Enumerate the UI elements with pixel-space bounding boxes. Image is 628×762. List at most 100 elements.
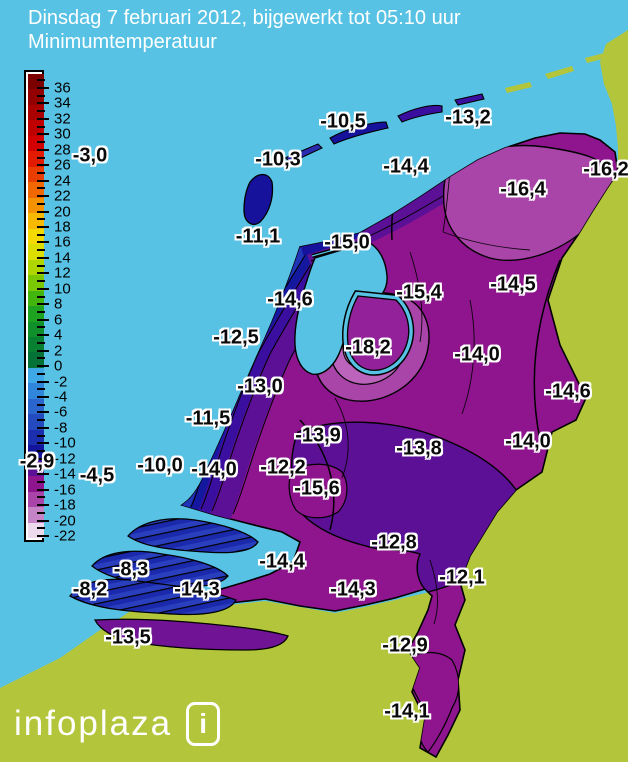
island-texel	[243, 173, 274, 225]
temperature-legend: 36 34 32 30 28 26 24 22 20 18 16 14 12 10 8 6 4 2 0 -2 -4 -6-…	[24, 70, 119, 552]
legend-tick-label: -18	[54, 496, 76, 514]
temp-label: -12,9	[382, 634, 428, 657]
legend-tick	[37, 465, 45, 468]
legend-tick	[37, 164, 49, 167]
legend-band	[28, 290, 44, 307]
temp-label: -8,3	[113, 558, 149, 581]
legend-band	[28, 352, 44, 368]
temp-label: -14,3	[174, 578, 220, 601]
legend-tick	[37, 318, 49, 321]
legend-band	[28, 197, 44, 214]
temp-label: -14,0	[191, 458, 237, 481]
legend-band	[28, 507, 44, 523]
legend-tick	[37, 102, 49, 105]
legend-tick	[37, 171, 45, 174]
temp-label: -12,2	[260, 456, 306, 479]
legend-tick	[37, 480, 45, 483]
legend-tick	[37, 395, 49, 398]
legend-tick	[37, 504, 49, 507]
legend-tick	[37, 534, 49, 537]
legend-tick	[37, 256, 49, 259]
legend-tick-label: 26	[54, 156, 71, 174]
legend-tick-label: 12	[54, 264, 71, 282]
legend-tick	[37, 365, 49, 368]
temp-label: -14,3	[330, 578, 376, 601]
legend-band	[28, 89, 44, 105]
legend-tick-label: -22	[54, 527, 76, 545]
flevoland	[346, 295, 410, 371]
temp-label: -13,9	[295, 424, 341, 447]
temp-label: -2,9	[19, 450, 55, 473]
legend-tick-label: 36	[54, 79, 71, 97]
legend-band	[28, 182, 44, 198]
legend-tick	[37, 527, 45, 530]
temp-label: -11,5	[185, 407, 231, 430]
legend-band	[28, 414, 44, 430]
temp-label: -10,3	[255, 148, 301, 171]
legend-tick-label: 28	[54, 141, 71, 159]
temp-label: -3,0	[72, 144, 108, 167]
legend-tick	[37, 280, 45, 283]
legend-tick	[37, 380, 49, 383]
legend-tick-label: 18	[54, 218, 71, 236]
legend-tick	[37, 272, 49, 275]
temp-label: -14,0	[454, 343, 500, 366]
legend-band	[28, 151, 44, 167]
logo-text: infoplaza	[14, 704, 173, 743]
legend-tick	[37, 334, 49, 337]
temp-label: -14,0	[505, 430, 551, 453]
legend-tick	[37, 202, 45, 205]
legend-band	[28, 244, 44, 260]
temp-label: -13,8	[396, 437, 442, 460]
legend-tick	[37, 357, 45, 360]
legend-tick	[37, 117, 49, 120]
temp-label: -13,2	[445, 106, 491, 129]
legend-tick-label: -2	[54, 373, 68, 390]
legend-tick-label: 30	[54, 125, 71, 143]
legend-tick-label: 2	[54, 342, 63, 360]
legend-band	[28, 166, 44, 183]
legend-tick-label: 14	[54, 249, 71, 267]
legend-tick	[37, 519, 49, 522]
legend-tick-label: -6	[54, 403, 68, 421]
legend-band	[28, 460, 44, 477]
temp-label: -13,5	[105, 626, 151, 649]
legend-tick	[37, 411, 49, 414]
legend-tick	[37, 426, 49, 429]
legend-tick	[37, 349, 49, 352]
legend-tick	[37, 195, 49, 198]
legend-tick	[37, 264, 45, 267]
temp-label: -10,5	[320, 110, 366, 133]
temp-label: -12,8	[371, 531, 417, 554]
legend-tick	[37, 156, 45, 159]
legend-tick-label: -8	[54, 419, 68, 437]
legend-tick-label: 22	[54, 187, 71, 205]
legend-band	[28, 321, 44, 337]
temp-label: -14,6	[267, 288, 313, 311]
temp-label: -11,1	[235, 225, 281, 248]
legend-tick	[37, 79, 45, 82]
legend-tick	[37, 442, 49, 445]
legend-tick-label: 16	[54, 233, 71, 251]
map-title: Dinsdag 7 februari 2012, bijgewerkt tot …	[28, 6, 461, 54]
zeeland-islands	[69, 518, 289, 651]
legend-tick-label: -12	[54, 450, 76, 468]
legend-band	[28, 476, 44, 492]
legend-tick	[37, 148, 49, 151]
legend-tick	[37, 511, 45, 514]
temp-label: -15,6	[294, 477, 340, 500]
temp-label: -15,0	[324, 231, 370, 254]
legend-band	[28, 228, 44, 245]
legend-band	[28, 213, 44, 229]
legend-band	[28, 275, 44, 291]
legend-tick-label: 6	[54, 311, 63, 329]
legend-tick-label: -20	[54, 512, 76, 530]
legend-tick	[37, 295, 45, 298]
legend-band	[28, 398, 44, 415]
temp-label: -14,4	[383, 155, 429, 178]
temp-label: -16,2	[583, 158, 628, 181]
legend-tick	[37, 488, 49, 491]
legend-band	[28, 445, 44, 461]
legend-band	[28, 429, 44, 446]
